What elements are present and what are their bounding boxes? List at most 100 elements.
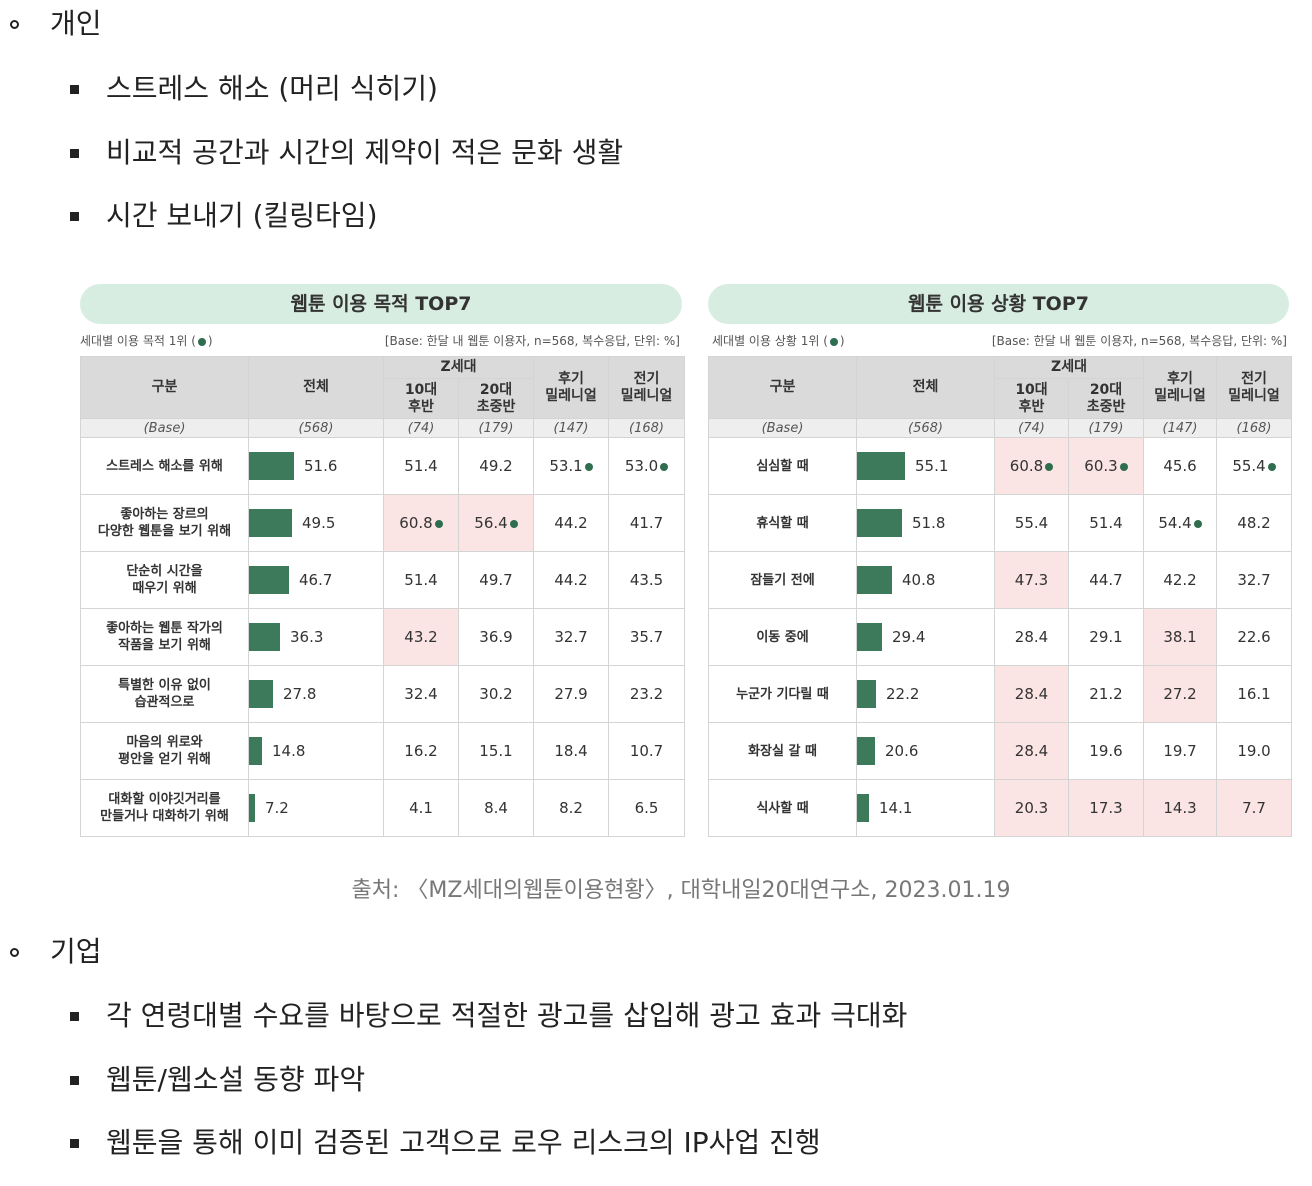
total-value: 51.8 xyxy=(912,514,946,532)
total-value: 40.8 xyxy=(902,571,936,589)
value-cell: 15.1 xyxy=(457,722,535,780)
cell-value: 22.6 xyxy=(1237,628,1271,646)
value-cell: 55.4 xyxy=(1216,437,1293,495)
row-label: 좋아하는 장르의 다양한 웹툰을 보기 위해 xyxy=(80,494,249,552)
top-rank-dot-icon xyxy=(197,337,206,346)
row-label: 좋아하는 웹툰 작가의 작품을 보기 위해 xyxy=(80,608,249,666)
value-cell: 6.5 xyxy=(608,779,686,837)
cell-value: 28.4 xyxy=(1014,742,1049,760)
cell-value: 44.2 xyxy=(554,514,588,532)
table-row: 휴식할 때 51.8 55.4 51.4 54.4 48.2 xyxy=(708,494,1293,552)
panel-note: 세대별 이용 목적 1위 () xyxy=(80,334,213,348)
table-row: 마음의 위로와 평안을 얻기 위해 14.8 16.2 15.1 18.4 10.7 xyxy=(80,722,686,780)
value-cell: 44.2 xyxy=(533,494,610,552)
header-zgen: Z세대 xyxy=(993,356,1145,379)
value-cell: 55.4 xyxy=(994,494,1069,552)
total-bar xyxy=(249,623,280,651)
value-cell: 49.7 xyxy=(457,551,535,609)
cell-value: 14.3 xyxy=(1163,799,1197,817)
base-cell: (568) xyxy=(856,418,995,438)
cell-value: 45.6 xyxy=(1163,457,1197,475)
table-row: 누군가 기다릴 때 22.2 28.4 21.2 27.2 16.1 xyxy=(708,665,1293,723)
value-cell: 47.3 xyxy=(994,551,1069,609)
value-cell: 16.2 xyxy=(383,722,459,780)
value-cell: 20.3 xyxy=(994,779,1069,837)
top-rank-dot-icon xyxy=(1193,519,1202,528)
row-label: 누군가 기다릴 때 xyxy=(708,665,857,723)
header-late-teens: 10대 후반 xyxy=(383,378,459,419)
total-value: 14.8 xyxy=(272,742,306,760)
value-cell: 56.4 xyxy=(457,494,535,552)
base-row: (Base) (568) (74) (179) (147) (168) xyxy=(708,418,1293,438)
cell-value: 38.1 xyxy=(1163,628,1197,646)
value-cell: 17.3 xyxy=(1067,779,1145,837)
cell-value: 53.0 xyxy=(624,457,659,475)
total-value: 27.8 xyxy=(283,685,317,703)
total-value: 36.3 xyxy=(290,628,324,646)
value-cell: 27.9 xyxy=(533,665,610,723)
value-cell: 27.2 xyxy=(1143,665,1218,723)
value-cell: 51.4 xyxy=(1067,494,1145,552)
value-cell: 32.7 xyxy=(1216,551,1293,609)
value-cell: 48.2 xyxy=(1216,494,1293,552)
value-cell: 43.5 xyxy=(608,551,686,609)
cell-value: 28.4 xyxy=(1014,628,1049,646)
cell-value: 16.2 xyxy=(404,742,438,760)
total-bar xyxy=(249,794,255,822)
value-cell: 8.2 xyxy=(533,779,610,837)
total-cell: 51.6 xyxy=(248,437,384,495)
base-cell: (74) xyxy=(383,418,459,438)
cell-value: 28.4 xyxy=(1014,685,1049,703)
total-value: 55.1 xyxy=(915,457,949,475)
cell-value: 19.7 xyxy=(1163,742,1197,760)
cell-value: 23.2 xyxy=(629,685,664,703)
total-bar xyxy=(857,566,892,594)
total-cell: 55.1 xyxy=(856,437,995,495)
cell-value: 60.3 xyxy=(1084,457,1118,475)
top-rank-dot-icon xyxy=(1045,462,1054,471)
value-cell: 42.2 xyxy=(1143,551,1218,609)
total-bar xyxy=(857,737,875,765)
value-cell: 32.7 xyxy=(533,608,610,666)
total-cell: 49.5 xyxy=(248,494,384,552)
cell-value: 17.3 xyxy=(1089,799,1123,817)
table-row: 식사할 때 14.1 20.3 17.3 14.3 7.7 xyxy=(708,779,1293,837)
table-row: 잠들기 전에 40.8 47.3 44.7 42.2 32.7 xyxy=(708,551,1293,609)
header-early-twenties: 20대 초중반 xyxy=(457,378,535,419)
total-cell: 40.8 xyxy=(856,551,995,609)
value-cell: 38.1 xyxy=(1143,608,1218,666)
cell-value: 8.4 xyxy=(484,799,508,817)
base-cell: (168) xyxy=(1216,418,1293,438)
cell-value: 60.8 xyxy=(1009,457,1044,475)
cell-value: 30.2 xyxy=(479,685,513,703)
value-cell: 32.4 xyxy=(383,665,459,723)
cell-value: 53.1 xyxy=(549,457,583,475)
base-note: [Base: 한달 내 웹툰 이용자, n=568, 복수응답, 단위: %] xyxy=(384,334,680,348)
value-cell: 44.7 xyxy=(1067,551,1145,609)
value-cell: 41.7 xyxy=(608,494,686,552)
row-label: 심심할 때 xyxy=(708,437,857,495)
total-bar xyxy=(249,680,273,708)
value-cell: 60.8 xyxy=(994,437,1069,495)
cell-value: 7.7 xyxy=(1242,799,1266,817)
header-late-teens: 10대 후반 xyxy=(994,378,1069,419)
square-bullet-icon xyxy=(70,1076,79,1085)
total-cell: 20.6 xyxy=(856,722,995,780)
total-value: 29.4 xyxy=(892,628,926,646)
value-cell: 30.2 xyxy=(457,665,535,723)
row-label: 이동 중에 xyxy=(708,608,857,666)
base-cell: (147) xyxy=(1143,418,1218,438)
value-cell: 21.2 xyxy=(1067,665,1145,723)
total-value: 46.7 xyxy=(299,571,333,589)
list-item-text: 시간 보내기 (킬링타임) xyxy=(106,199,378,232)
total-value: 51.6 xyxy=(304,457,338,475)
cell-value: 55.4 xyxy=(1014,514,1049,532)
value-cell: 35.7 xyxy=(608,608,686,666)
header-early-millennial: 전기 밀레니얼 xyxy=(608,356,686,419)
cell-value: 51.4 xyxy=(404,571,438,589)
panel-title: 웹툰 이용 상황 TOP7 xyxy=(708,284,1289,324)
cell-value: 51.4 xyxy=(1089,514,1123,532)
value-cell: 28.4 xyxy=(994,608,1069,666)
base-cell: (179) xyxy=(457,418,535,438)
panel-title: 웹툰 이용 목적 TOP7 xyxy=(80,284,682,324)
